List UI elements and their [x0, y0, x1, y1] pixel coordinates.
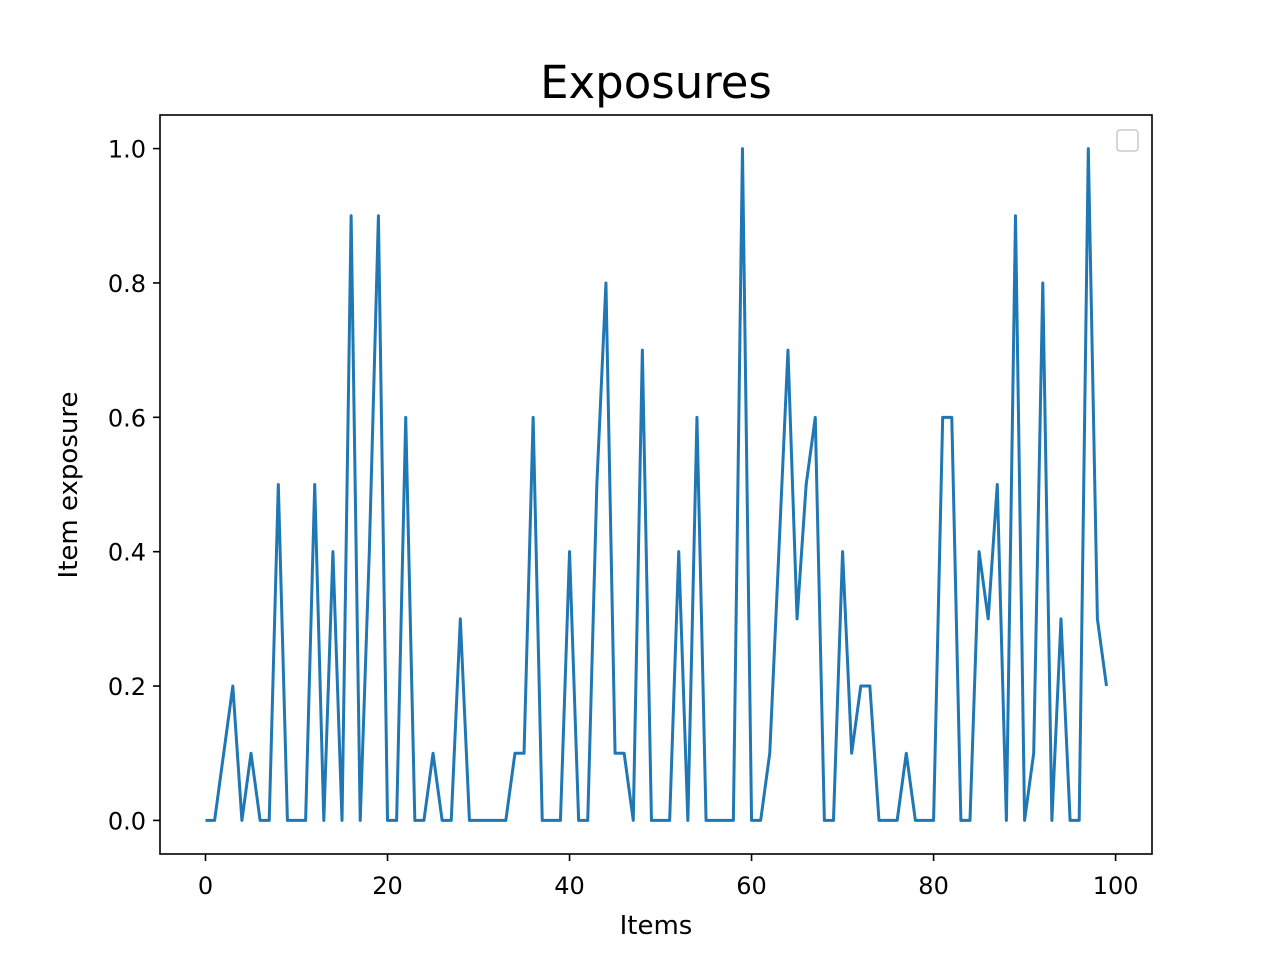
y-tick-label: 0.8 [108, 270, 146, 298]
y-tick-label: 1.0 [108, 136, 146, 164]
y-tick-label: 0.4 [108, 539, 146, 567]
y-tick-label: 0.2 [108, 673, 146, 701]
x-tick-label: 80 [918, 872, 949, 900]
x-tick-label: 40 [554, 872, 585, 900]
y-tick-label: 0.0 [108, 807, 146, 835]
x-tick-label: 100 [1093, 872, 1139, 900]
legend-box [1116, 129, 1139, 152]
y-tick-label: 0.6 [108, 404, 146, 432]
plot-frame [159, 114, 1153, 855]
series-line-0 [205, 147, 1108, 822]
x-tick-label: 60 [736, 872, 767, 900]
chart-title: Exposures [540, 56, 772, 109]
y-axis-label: Item exposure [54, 392, 84, 579]
x-axis-label: Items [620, 911, 693, 941]
x-tick-label: 20 [372, 872, 403, 900]
x-tick-label: 0 [198, 872, 213, 900]
